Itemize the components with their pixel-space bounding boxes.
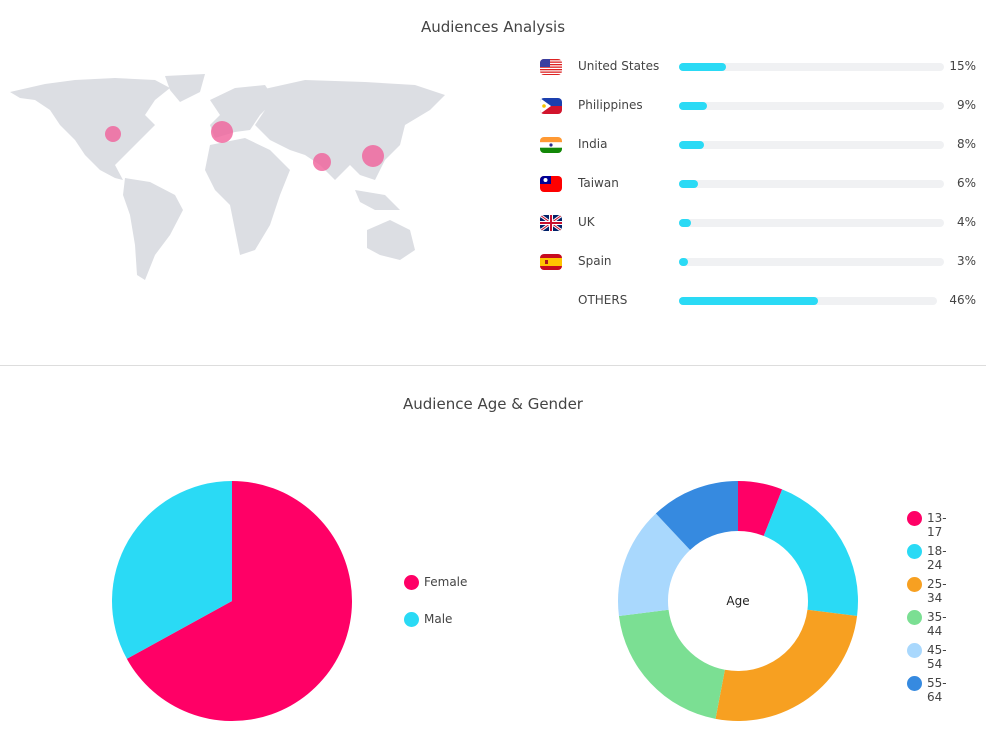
slice-45-54[interactable]: [618, 513, 691, 617]
legend-dot-icon: [907, 610, 922, 625]
legend-label: 55-64: [927, 676, 947, 704]
country-name: UK: [578, 215, 595, 229]
north-america: [10, 78, 170, 180]
country-name: OTHERS: [578, 293, 628, 307]
country-row: Spain 3%: [540, 252, 980, 272]
progress-track: [679, 258, 944, 266]
southeast-asia: [355, 190, 400, 210]
country-row: United States 15%: [540, 57, 980, 77]
country-row: Philippines 9%: [540, 96, 980, 116]
country-percent: 4%: [956, 215, 976, 229]
progress-track: [679, 219, 944, 227]
legend-label: 13-17: [927, 511, 947, 539]
legend-dot-icon: [907, 577, 922, 592]
us-flag-icon: [540, 59, 562, 75]
bubble-spain: [211, 121, 233, 143]
ph-flag-icon: [540, 98, 562, 114]
south-america: [123, 178, 183, 280]
progress-fill: [679, 141, 704, 149]
audiences-title: Audiences Analysis: [420, 18, 566, 36]
progress-fill: [679, 297, 818, 305]
legend-dot-icon: [404, 612, 419, 627]
donut-center-label: Age: [726, 594, 749, 608]
asia: [255, 80, 445, 180]
bubble-united-states: [105, 126, 121, 142]
es-flag-icon: [540, 254, 562, 270]
age-gender-title: Audience Age & Gender: [403, 395, 583, 413]
world-map: [10, 74, 445, 280]
legend-label: 45-54: [927, 643, 947, 671]
country-percent: 3%: [956, 254, 976, 268]
legend-dot-icon: [907, 676, 922, 691]
legend-dot-icon: [907, 511, 922, 526]
country-percent: 6%: [956, 176, 976, 190]
country-percent: 8%: [956, 137, 976, 151]
slice-female[interactable]: [126, 481, 352, 721]
legend-label: 25-34: [927, 577, 947, 605]
africa: [205, 138, 290, 255]
uk-flag-icon: [540, 215, 562, 231]
country-row: India 8%: [540, 135, 980, 155]
bubble-india: [313, 153, 331, 171]
slice-13-17[interactable]: [738, 481, 783, 536]
country-name: United States: [578, 59, 660, 73]
bubble-taiwan: [362, 145, 384, 167]
legend-label: Female: [424, 575, 468, 589]
in-flag-icon: [540, 137, 562, 153]
legend-dot-icon: [404, 575, 419, 590]
legend-label: Male: [424, 612, 453, 626]
country-percent: 46%: [949, 293, 976, 307]
section-divider: [0, 365, 986, 366]
progress-track: [679, 141, 944, 149]
progress-fill: [679, 219, 692, 227]
slice-55-64[interactable]: [655, 481, 738, 550]
country-name: India: [578, 137, 608, 151]
progress-track: [679, 180, 944, 188]
progress-fill: [679, 258, 689, 266]
slice-18-24[interactable]: [763, 489, 858, 617]
gender-pie-chart: [112, 481, 352, 721]
legend-label: 35-44: [927, 610, 947, 638]
australia: [367, 220, 415, 260]
progress-fill: [679, 180, 698, 188]
slice-male[interactable]: [112, 481, 232, 659]
progress-track: [679, 297, 937, 305]
slice-25-34[interactable]: [715, 609, 858, 721]
country-row: OTHERS 46%: [540, 291, 980, 311]
country-name: Philippines: [578, 98, 643, 112]
legend-dot-icon: [907, 544, 922, 559]
progress-fill: [679, 102, 707, 110]
progress-fill: [679, 63, 726, 71]
country-percent: 9%: [956, 98, 976, 112]
tw-flag-icon: [540, 176, 562, 192]
greenland: [165, 74, 205, 102]
age-donut-chart: Age: [618, 481, 858, 721]
country-name: Taiwan: [578, 176, 619, 190]
progress-track: [679, 102, 944, 110]
country-row: Taiwan 6%: [540, 174, 980, 194]
legend-dot-icon: [907, 643, 922, 658]
country-percent: 15%: [949, 59, 976, 73]
country-name: Spain: [578, 254, 612, 268]
legend-label: 18-24: [927, 544, 947, 572]
slice-35-44[interactable]: [618, 609, 725, 719]
progress-track: [679, 63, 944, 71]
country-row: UK 4%: [540, 213, 980, 233]
